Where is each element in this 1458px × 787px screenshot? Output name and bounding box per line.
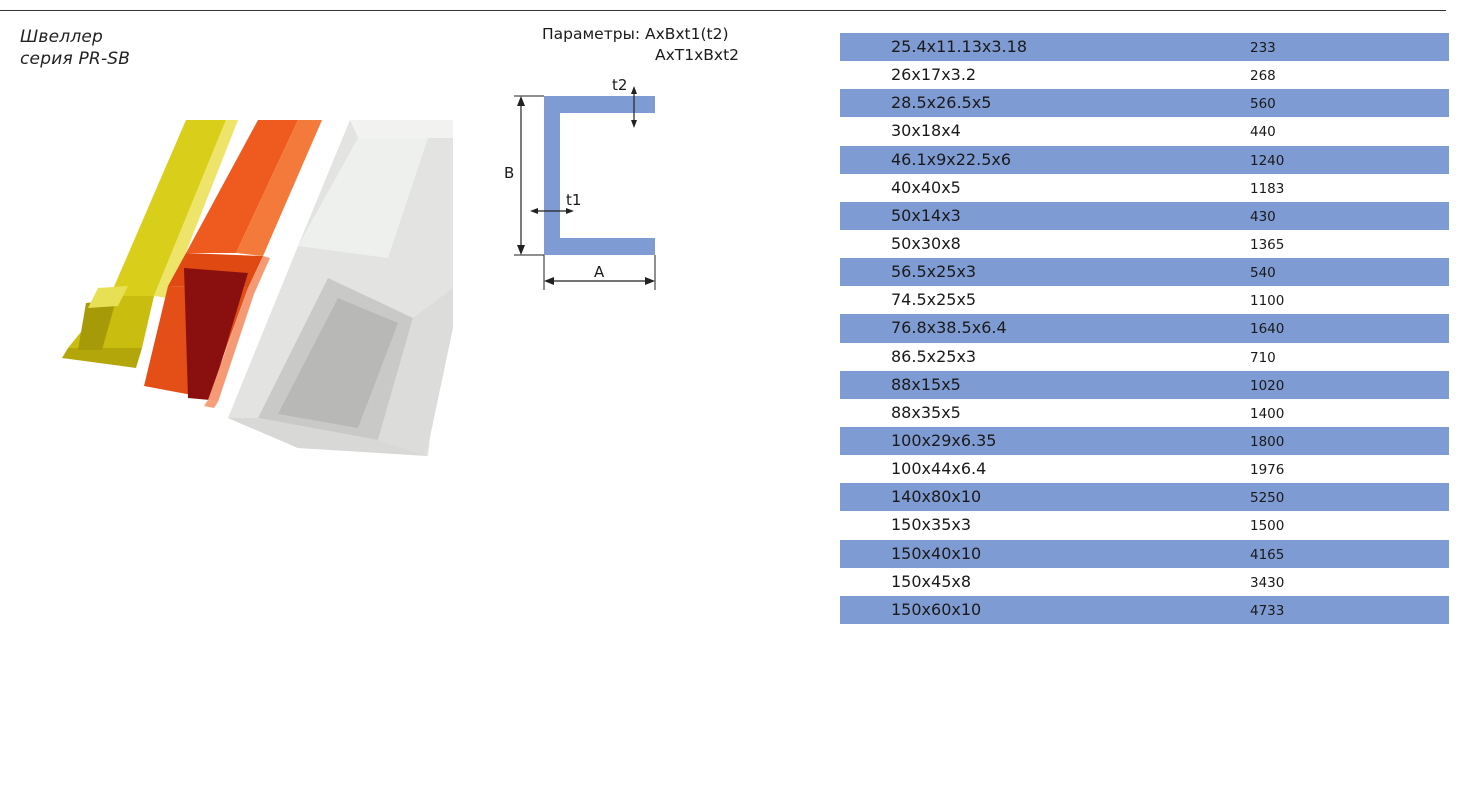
table-row: 25.4x11.13x3.18 233 [840, 33, 1449, 62]
size-cell: 150x60x10 [891, 599, 982, 619]
label-b: B [504, 164, 514, 182]
value-cell: 1500 [1250, 518, 1285, 535]
value-cell: 4165 [1250, 546, 1285, 563]
size-cell: 46.1x9x22.5x6 [891, 149, 1012, 169]
series-title-line1: Швеллер [20, 27, 104, 47]
table-row: 88x15x5 1020 [840, 370, 1449, 399]
value-cell: 540 [1250, 265, 1276, 282]
t1-arrow-left-icon [530, 208, 538, 214]
value-cell: 560 [1250, 96, 1276, 113]
value-cell: 710 [1250, 349, 1276, 366]
value-cell: 1800 [1250, 433, 1285, 450]
table-row: 56.5x25x3 540 [840, 258, 1449, 287]
value-cell: 1240 [1250, 152, 1285, 169]
parameters-line1: Параметры: AxBxt1(t2) [542, 25, 729, 43]
value-cell: 5250 [1250, 490, 1285, 507]
value-cell: 1640 [1250, 321, 1285, 338]
value-cell: 1100 [1250, 293, 1285, 310]
size-cell: 26x17x3.2 [891, 65, 977, 85]
grey-channel [228, 120, 453, 456]
size-cell: 86.5x25x3 [891, 346, 977, 366]
table-row: 26x17x3.2 268 [840, 61, 1449, 89]
size-cell: 76.8x38.5x6.4 [891, 318, 1007, 338]
value-cell: 1400 [1250, 405, 1285, 422]
t2-arrow-down-icon [631, 120, 637, 128]
table-row: 140x80x10 5250 [840, 483, 1449, 512]
size-cell: 100x44x6.4 [891, 459, 987, 479]
b-arrow-down-icon [517, 245, 525, 255]
size-cell: 40x40x5 [891, 177, 961, 197]
table-row: 40x40x5 1183 [840, 174, 1449, 202]
table-row: 150x45x8 3430 [840, 568, 1449, 596]
value-cell: 1365 [1250, 236, 1285, 253]
value-cell: 430 [1250, 208, 1276, 225]
size-cell: 88x15x5 [891, 374, 961, 394]
value-cell: 4733 [1250, 602, 1285, 619]
table-row: 50x30x8 1365 [840, 230, 1449, 258]
table-row: 30x18x4 440 [840, 117, 1449, 145]
size-cell: 30x18x4 [891, 121, 961, 141]
table-row: 76.8x38.5x6.4 1640 [840, 314, 1449, 343]
size-cell: 74.5x25x5 [891, 290, 977, 310]
orange-channel [144, 120, 322, 408]
size-table: 25.4x11.13x3.18 233 26x17x3.2 268 28.5x26.5x… [840, 33, 1449, 624]
size-cell: 25.4x11.13x3.18 [891, 37, 1027, 56]
b-arrow-up-icon [517, 96, 525, 106]
value-cell: 440 [1250, 124, 1276, 141]
size-cell: 100x29x6.35 [891, 430, 997, 450]
size-cell: 88x35x5 [891, 402, 961, 422]
a-arrow-right-icon [645, 277, 655, 285]
table-row: 46.1x9x22.5x6 1240 [840, 145, 1449, 174]
table-row: 74.5x25x5 1100 [840, 286, 1449, 314]
table-row: 28.5x26.5x5 560 [840, 89, 1449, 118]
table-row: 150x60x10 4733 [840, 595, 1449, 624]
product-photo [62, 120, 453, 456]
size-cell: 150x45x8 [891, 571, 972, 591]
table-row: 50x14x3 430 [840, 201, 1449, 230]
table-row: 100x44x6.4 1976 [840, 455, 1449, 483]
table-row: 88x35x5 1400 [840, 399, 1449, 427]
top-divider [0, 10, 1446, 11]
value-cell: 1183 [1250, 180, 1285, 197]
series-title: Швеллер серия PR-SB [20, 26, 130, 70]
size-cell: 150x40x10 [891, 543, 982, 563]
label-t2: t2 [612, 76, 627, 94]
label-a: A [594, 263, 605, 281]
value-cell: 233 [1250, 40, 1276, 56]
channel-diagram: B A t1 t2 [504, 76, 656, 290]
value-cell: 268 [1250, 68, 1276, 85]
channel-profile-shape [544, 96, 655, 255]
series-title-line2: серия PR-SB [20, 49, 131, 69]
size-cell: 56.5x25x3 [891, 262, 977, 282]
size-cell: 50x14x3 [891, 205, 961, 225]
parameters-line2: AxT1xBxt2 [655, 46, 740, 64]
size-cell: 150x35x3 [891, 515, 972, 535]
t2-arrow-up-icon [631, 86, 637, 94]
label-t1: t1 [566, 191, 581, 209]
value-cell: 3430 [1250, 574, 1285, 591]
parameters-caption: Параметры: AxBxt1(t2) AxT1xBxt2 [542, 24, 739, 66]
value-cell: 1976 [1250, 462, 1285, 479]
t1-arrow-right-icon [566, 208, 574, 214]
table-row: 100x29x6.35 1800 [840, 426, 1449, 456]
table-row: 150x40x10 4165 [840, 539, 1449, 568]
size-cell: 140x80x10 [891, 487, 982, 507]
a-arrow-left-icon [544, 277, 554, 285]
table-row: 150x35x3 1500 [840, 511, 1449, 539]
size-cell: 50x30x8 [891, 233, 961, 253]
yellow-channel [62, 120, 238, 368]
value-cell: 1020 [1250, 377, 1285, 394]
table-row: 86.5x25x3 710 [840, 343, 1449, 371]
size-cell: 28.5x26.5x5 [891, 93, 992, 113]
